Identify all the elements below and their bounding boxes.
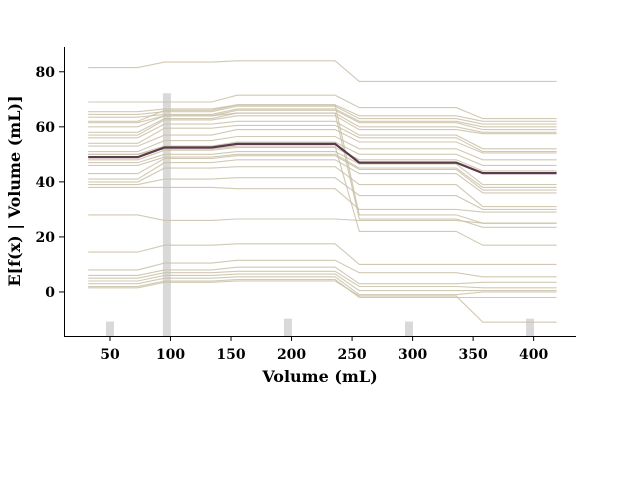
average-line [88, 142, 557, 175]
x-tick-label-50: 50 [100, 347, 120, 363]
ice-line-8 [88, 120, 557, 150]
ice-line-21 [88, 104, 557, 224]
y-axis-title: E[f(x) | Volume (mL)] [5, 95, 24, 286]
histogram-bar-3 [404, 321, 413, 336]
ice-line-1 [88, 94, 557, 120]
ice-line-18 [88, 166, 557, 208]
ice-line-22 [88, 112, 557, 228]
histogram-bar-0 [105, 321, 114, 336]
ice-line-19 [88, 177, 557, 210]
ice-line-32 [88, 280, 557, 323]
ice-line-20 [88, 186, 557, 213]
average-line-layer [88, 142, 557, 175]
y-tick-label-40: 40 [36, 175, 56, 191]
histogram-bar-4 [526, 318, 535, 336]
ice-line-25 [88, 243, 557, 265]
ice-line-10 [88, 129, 557, 154]
ice-line-0 [88, 60, 557, 82]
x-tick-label-100: 100 [156, 347, 185, 363]
y-tick-label-0: 0 [45, 285, 55, 301]
ice-line-7 [88, 115, 557, 136]
x-tick-label-150: 150 [216, 347, 245, 363]
ice-line-17 [88, 159, 557, 194]
ice-line-3 [88, 105, 557, 125]
ice-line-9 [88, 124, 557, 153]
y-tick-label-80: 80 [36, 65, 56, 81]
y-ticks: 0 20 40 60 80 [36, 65, 64, 301]
x-ticks: 50 100 150 200 250 300 350 400 [100, 336, 549, 363]
ice-line-16 [88, 155, 557, 191]
y-tick-label-20: 20 [36, 230, 56, 246]
ice-line-23 [88, 145, 557, 246]
y-tick-label-60: 60 [36, 120, 56, 136]
ice-line-26 [88, 259, 557, 278]
ice-line-5 [88, 109, 557, 131]
x-tick-label-300: 300 [398, 347, 427, 363]
ice-line-29 [88, 273, 557, 292]
ice-line-15 [88, 153, 557, 188]
axes: 50 100 150 200 250 300 350 400 0 20 40 60 80 [36, 47, 576, 363]
histogram-bar-2 [283, 318, 292, 336]
ice-line-31 [88, 279, 557, 299]
ice-line-24 [88, 214, 557, 224]
ice-line-27 [88, 266, 557, 285]
x-tick-label-350: 350 [458, 347, 487, 363]
histogram-layer [105, 93, 535, 337]
x-tick-label-250: 250 [337, 347, 366, 363]
ice-line-13 [88, 146, 557, 172]
ice-line-12 [88, 141, 557, 166]
x-axis-title: Volume (mL) [261, 367, 377, 386]
x-tick-label-400: 400 [519, 347, 548, 363]
x-tick-label-200: 200 [277, 347, 306, 363]
ice-lines-layer [88, 60, 557, 323]
ice-line-14 [88, 151, 557, 186]
ice-line-30 [88, 276, 557, 296]
ice-line-28 [88, 270, 557, 289]
ice-line-11 [88, 135, 557, 161]
histogram-bar-1 [162, 93, 171, 337]
